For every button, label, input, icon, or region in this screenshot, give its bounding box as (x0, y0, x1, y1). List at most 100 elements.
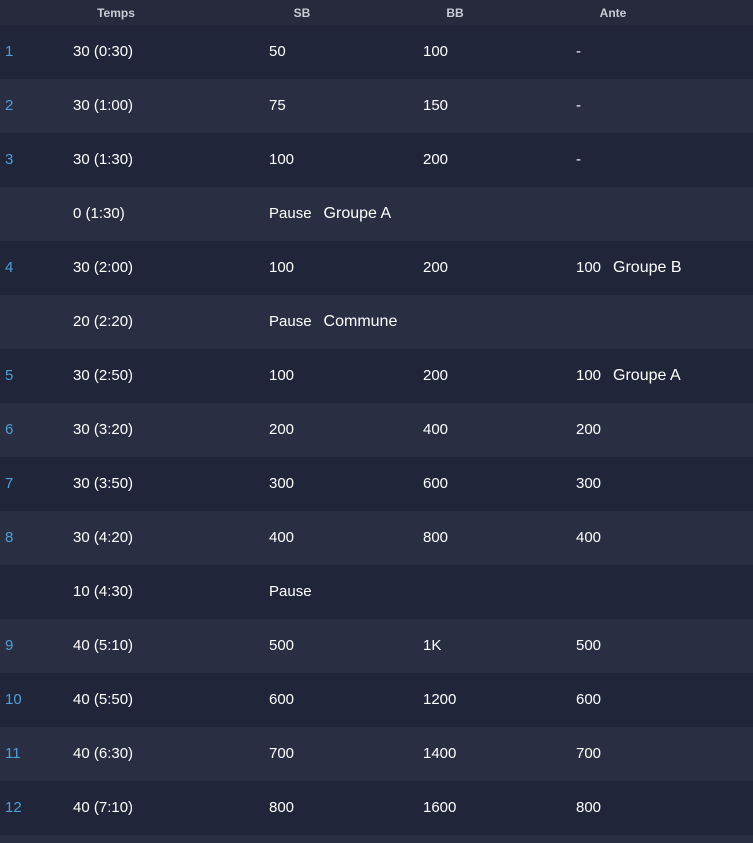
cell-level: 7 (5, 475, 13, 492)
cell-text: 40 (7:10) (73, 799, 134, 816)
table-row: 9 40 (5:10) 500 1K 500 (0, 619, 753, 673)
cell-bb: 200 (423, 259, 448, 276)
cell-ante: - (576, 97, 581, 114)
cell-text: 3 (5, 151, 14, 168)
cell-ante: 100 Groupe A (576, 367, 681, 385)
cell-level: 6 (5, 421, 13, 438)
cell-text: 1400 (423, 745, 457, 762)
cell-text: 1600 (423, 799, 457, 816)
cell-temps: 30 (3:50) (73, 475, 133, 492)
cell-text: 75 (269, 97, 286, 114)
cell-level: 5 (5, 367, 13, 384)
cell-text: 0 (1:30) (73, 205, 125, 222)
cell-text: 800 (423, 529, 449, 546)
cell-temps: 10 (4:30) (73, 583, 133, 600)
cell-text: 12 (5, 799, 22, 816)
cell-sb: 400 (269, 529, 294, 546)
cell-level: 3 (5, 151, 13, 168)
cell-text: 400 (269, 529, 295, 546)
cell-text: 200 (576, 421, 602, 438)
cell-temps: 40 (5:50) (73, 691, 133, 708)
cell-text: 10 (4:30) (73, 583, 134, 600)
table-header: Temps SB BB Ante (0, 0, 753, 25)
cell-bb: 400 (423, 421, 448, 438)
cell-ante: 800 (576, 799, 601, 816)
table-row: 8 30 (4:20) 400 800 400 (0, 511, 753, 565)
blind-structure-table: 1 30 (0:30) 50 100-2 30 (1:00) 75 150-3 30 (1:3… (0, 25, 753, 835)
cell-bb: 1K (423, 637, 441, 654)
cell-text: 30 (3:50) (73, 475, 134, 492)
table-row: 2 30 (1:00) 75 150 - (0, 79, 753, 133)
cell-text: 30 (1:00) (73, 97, 134, 114)
cell-text: 1K (423, 637, 442, 654)
cell-text: 30 (1:30) (73, 151, 134, 168)
cell-text: 300 (269, 475, 295, 492)
cell-ante: 500 (576, 637, 601, 654)
cell-text: 30 (0:30) (73, 43, 134, 60)
cell-text: 100 (269, 151, 295, 168)
cell-text: 400 (423, 421, 449, 438)
cell-bb: 1400 (423, 745, 456, 762)
cell-sb: 800 (269, 799, 294, 816)
cell-temps: 30 (2:50) (73, 367, 133, 384)
cell-level: 8 (5, 529, 13, 546)
cell-text: 9 (5, 637, 14, 654)
cell-text: 40 (6:30) (73, 745, 134, 762)
table-row: 4 30 (2:00) 100 200 100 Groupe B (0, 241, 753, 295)
cell-sb: Pause Commune (269, 313, 397, 331)
table-row: 7 30 (3:50) 300 600 300 (0, 457, 753, 511)
cell-text: Pause (269, 313, 312, 330)
cell-temps: 30 (0:30) (73, 43, 133, 60)
cell-text: 30 (2:50) (73, 367, 134, 384)
cell-sb: 200 (269, 421, 294, 438)
cell-text: 1 (5, 43, 14, 60)
cell-text: Pause (269, 583, 312, 600)
cell-text: Pause (269, 205, 312, 222)
cell-text: 600 (269, 691, 295, 708)
cell-bb: 200 (423, 367, 448, 384)
table-row: 11 40 (6:30) 700 1400 700 (0, 727, 753, 781)
table-row: 10 40 (5:50) 600 1200 600 (0, 673, 753, 727)
group-note: Groupe A (613, 367, 681, 384)
cell-ante: 400 (576, 529, 601, 546)
cell-sb: 75 (269, 97, 286, 114)
cell-level: 9 (5, 637, 13, 654)
cell-text: 500 (576, 637, 602, 654)
table-row: 20 (2:20) Pause Commune (0, 295, 753, 349)
cell-text: 150 (423, 97, 449, 114)
cell-temps: 30 (1:00) (73, 97, 133, 114)
cell-sb: 100 (269, 151, 294, 168)
cell-text: 30 (4:20) (73, 529, 134, 546)
cell-bb: 1600 (423, 799, 456, 816)
cell-text: - (576, 43, 581, 60)
cell-text: 700 (576, 745, 602, 762)
cell-sb: Pause (269, 583, 312, 600)
cell-ante: - (576, 151, 581, 168)
cell-level: 2 (5, 97, 13, 114)
cell-text: 400 (576, 529, 602, 546)
cell-text: 200 (423, 367, 449, 384)
group-note: Groupe B (613, 259, 682, 276)
cell-bb: 150 (423, 97, 448, 114)
cell-temps: 40 (7:10) (73, 799, 133, 816)
cell-sb: 500 (269, 637, 294, 654)
cell-text: 11 (5, 745, 21, 762)
cell-temps: 30 (1:30) (73, 151, 133, 168)
header-ante: Ante (599, 6, 627, 20)
header-sb: SB (293, 6, 311, 20)
cell-text: 100 (423, 43, 449, 60)
header-temps: Temps (97, 6, 135, 20)
cell-text: 7 (5, 475, 14, 492)
cell-level: 12 (5, 799, 22, 816)
cell-text: 800 (269, 799, 295, 816)
cell-text: 300 (576, 475, 602, 492)
cell-temps: 20 (2:20) (73, 313, 133, 330)
cell-text: 20 (2:20) (73, 313, 134, 330)
cell-temps: 30 (3:20) (73, 421, 133, 438)
table-row: 6 30 (3:20) 200 400 200 (0, 403, 753, 457)
cell-text: 50 (269, 43, 286, 60)
cell-text: 30 (2:00) (73, 259, 134, 276)
table-row: 12 40 (7:10) 800 1600 800 (0, 781, 753, 835)
cell-temps: 30 (4:20) (73, 529, 133, 546)
cell-sb: 100 (269, 367, 294, 384)
